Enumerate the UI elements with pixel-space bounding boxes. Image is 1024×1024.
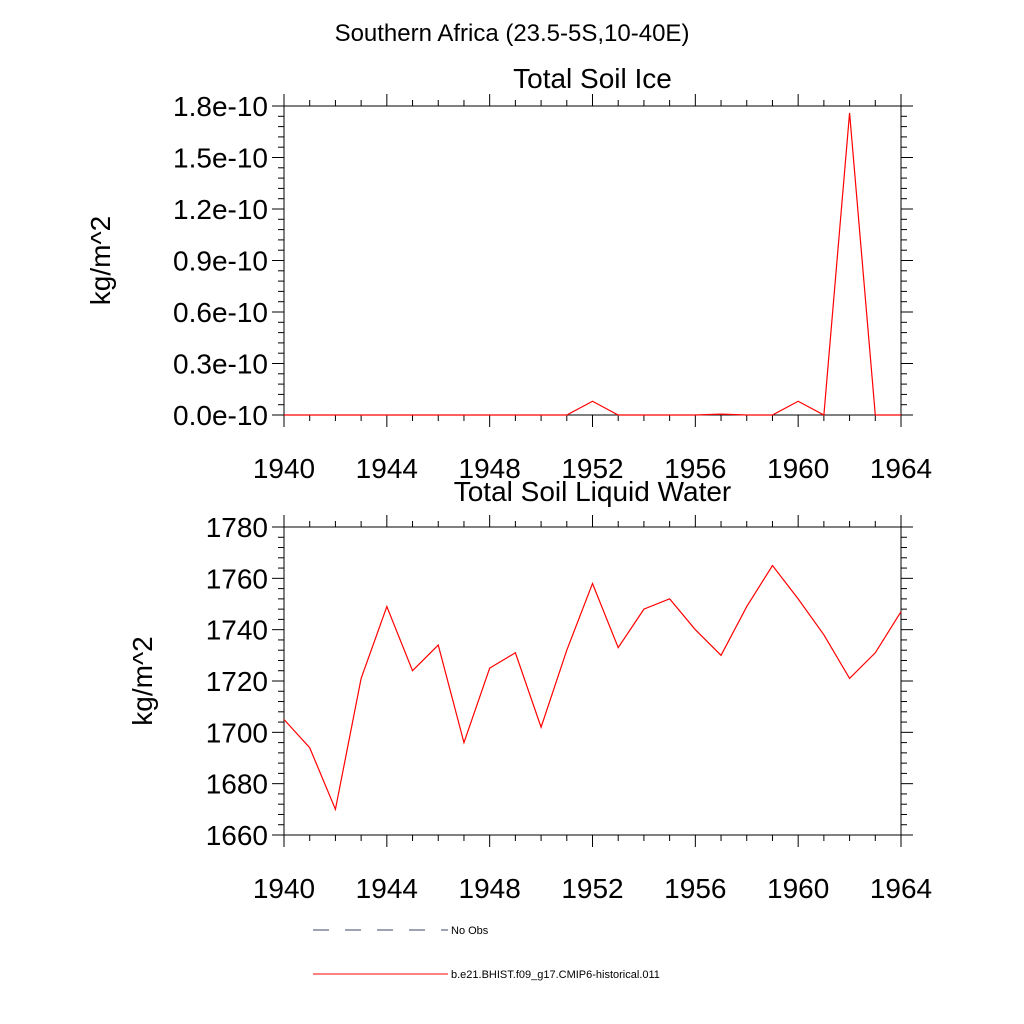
y-tick-label: 1660	[206, 820, 268, 851]
y-tick-label: 0.6e-10	[173, 297, 268, 328]
y-tick-label: 0.9e-10	[173, 246, 268, 277]
y-tick-label: 1680	[206, 769, 268, 800]
y-tick-label: 1760	[206, 563, 268, 594]
x-tick-label: 1948	[459, 453, 521, 484]
y-tick-label: 1780	[206, 512, 268, 543]
x-tick-label: 1952	[561, 453, 623, 484]
series-line	[283, 564, 902, 812]
plot-frame	[283, 526, 902, 836]
x-tick-label: 1944	[356, 453, 418, 484]
x-tick-label: 1944	[356, 873, 418, 904]
x-tick-label: 1948	[459, 873, 521, 904]
x-tick-label: 1960	[767, 453, 829, 484]
y-tick-label: 0.3e-10	[173, 349, 268, 380]
y-tick-label: 1.2e-10	[173, 194, 268, 225]
legend-label-2: b.e21.BHIST.f09_g17.CMIP6-historical.011	[451, 969, 660, 981]
x-tick-label: 1952	[561, 873, 623, 904]
y-tick-label: 1.8e-10	[173, 91, 268, 122]
legend-label-1: No Obs	[451, 925, 489, 937]
y-axis-label: kg/m^2	[127, 636, 158, 725]
x-tick-label: 1960	[767, 873, 829, 904]
x-tick-label: 1964	[870, 873, 932, 904]
x-tick-label: 1956	[664, 453, 726, 484]
y-axis-label: kg/m^2	[85, 216, 116, 305]
plot-frame	[283, 105, 902, 416]
y-tick-label: 1.5e-10	[173, 143, 268, 174]
series-line	[284, 112, 901, 416]
chart-title: Total Soil Liquid Water	[454, 476, 732, 507]
x-tick-label: 1964	[870, 453, 932, 484]
chart-title: Total Soil Ice	[513, 63, 672, 94]
figure-suptitle: Southern Africa (23.5-5S,10-40E)	[335, 20, 690, 47]
y-tick-label: 1720	[206, 666, 268, 697]
x-tick-label: 1940	[253, 873, 315, 904]
chart-panel-2: Total Soil Liquid Water kg/m^2 1940 1944 194…	[127, 476, 932, 904]
y-tick-label: 1740	[206, 615, 268, 646]
y-tick-label: 1700	[206, 717, 268, 748]
x-tick-label: 1940	[253, 453, 315, 484]
chart-panel-1: Total Soil Ice kg/m^2 1940 1944 1948 1952 1956…	[85, 63, 932, 484]
legend: No Obs b.e21.BHIST.f09_g17.CMIP6-historic…	[313, 925, 660, 981]
x-tick-label: 1956	[664, 873, 726, 904]
y-tick-label: 0.0e-10	[173, 400, 268, 431]
